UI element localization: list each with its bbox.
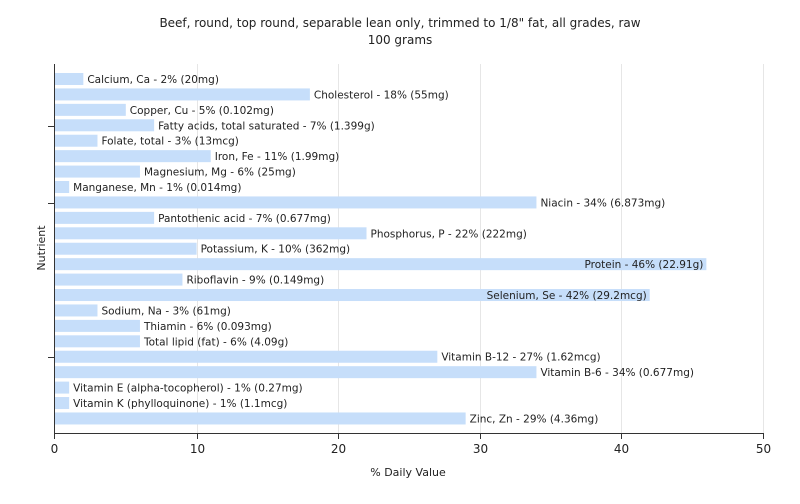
bar-data-label: Calcium, Ca - 2% (20mg): [87, 74, 219, 86]
bar: [55, 335, 140, 348]
bar: [55, 412, 466, 425]
bar-data-label: Vitamin B-12 - 27% (1.62mcg): [441, 352, 600, 364]
bar: [55, 165, 140, 178]
x-tick-label: 30: [473, 442, 488, 456]
bar: [55, 88, 310, 101]
bar-data-label: Potassium, K - 10% (362mg): [201, 244, 351, 256]
bar-data-label: Vitamin B-6 - 34% (0.677mg): [540, 367, 694, 379]
bars: Calcium, Ca - 2% (20mg) Cholesterol - 18%…: [55, 73, 707, 425]
bar: [55, 181, 70, 194]
bar: [55, 350, 438, 363]
bar: [55, 366, 537, 379]
bar-data-label: Pantothenic acid - 7% (0.677mg): [158, 213, 331, 225]
bar: [55, 397, 70, 410]
chart-subtitle: 100 grams: [368, 33, 433, 47]
bar-data-label: Vitamin E (alpha-tocopherol) - 1% (0.27m…: [73, 383, 303, 395]
bar: [55, 289, 650, 302]
y-axis-label: Nutrient: [35, 225, 48, 271]
bar-data-label: Niacin - 34% (6.873mg): [540, 197, 665, 209]
bar-data-label: Fatty acids, total saturated - 7% (1.399…: [158, 120, 375, 132]
bar-data-label: Sodium, Na - 3% (61mg): [101, 305, 230, 317]
bar-data-label: Riboflavin - 9% (0.149mg): [186, 275, 324, 287]
bar: [55, 304, 98, 317]
bar-data-label: Zinc, Zn - 29% (4.36mg): [470, 413, 599, 425]
bar: [55, 242, 197, 255]
x-tick-label: 20: [331, 442, 346, 456]
x-tick-label: 10: [190, 442, 205, 456]
axes: 0 10 20 30 40 50: [48, 64, 771, 456]
bar: [55, 319, 140, 332]
bar: [55, 134, 98, 147]
bar: [55, 103, 126, 116]
bar-data-label: Thiamin - 6% (0.093mg): [143, 321, 272, 333]
bar: [55, 381, 70, 394]
bar: [55, 227, 367, 240]
bar-data-label: Selenium, Se - 42% (29.2mcg): [487, 290, 647, 302]
bar-data-label: Copper, Cu - 5% (0.102mg): [130, 105, 274, 117]
bar-data-label: Folate, total - 3% (13mcg): [101, 136, 238, 148]
bar-data-label: Protein - 46% (22.91g): [584, 259, 703, 271]
bar: [55, 273, 183, 286]
x-tick-label: 0: [51, 442, 59, 456]
bar: [55, 211, 155, 224]
x-axis-label: % Daily Value: [370, 466, 446, 479]
chart-title: Beef, round, top round, separable lean o…: [159, 16, 640, 30]
bar: [55, 150, 211, 163]
bar: [55, 73, 84, 85]
bar-data-label: Vitamin K (phylloquinone) - 1% (1.1mcg): [73, 398, 287, 410]
bar-data-label: Total lipid (fat) - 6% (4.09g): [143, 336, 288, 348]
x-tick-label: 50: [756, 442, 771, 456]
bar-data-label: Cholesterol - 18% (55mg): [314, 89, 449, 101]
bar: [55, 258, 707, 271]
bar-data-label: Phosphorus, P - 22% (222mg): [371, 228, 527, 240]
bar-data-label: Iron, Fe - 11% (1.99mg): [215, 151, 339, 163]
bar-data-label: Magnesium, Mg - 6% (25mg): [144, 167, 296, 179]
bar: [55, 196, 537, 209]
bar: [55, 119, 155, 132]
bar-data-label: Manganese, Mn - 1% (0.014mg): [73, 182, 241, 194]
x-tick-label: 40: [614, 442, 629, 456]
